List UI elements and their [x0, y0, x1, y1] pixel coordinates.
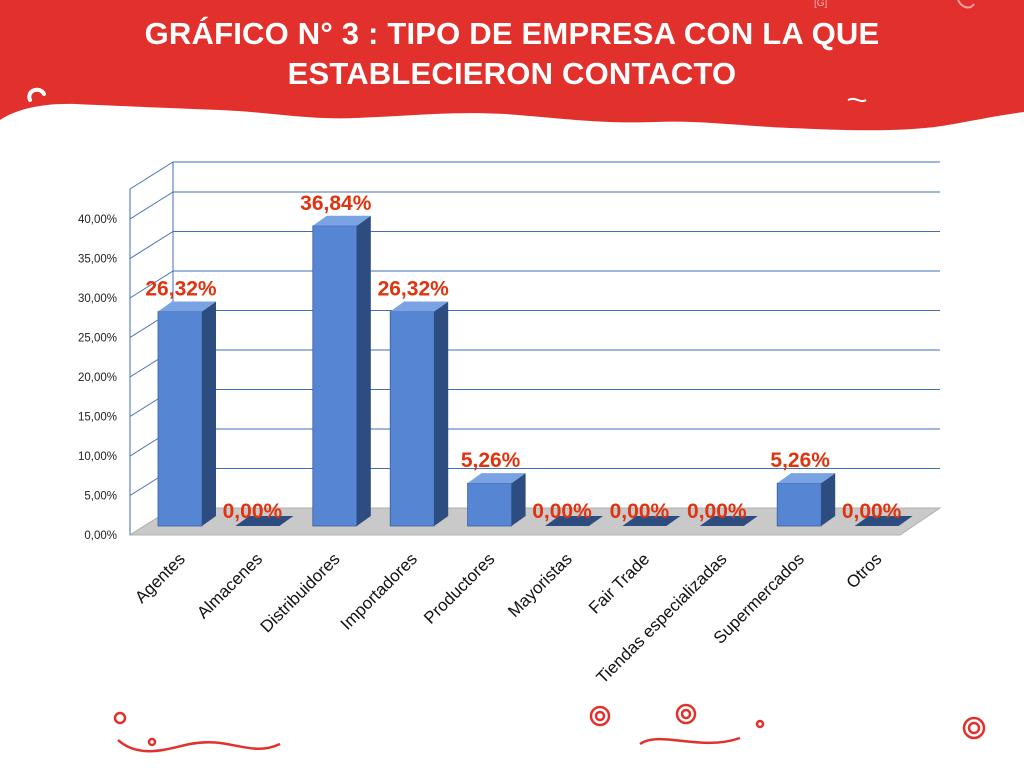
data-label: 0,00% [687, 500, 747, 523]
data-label: 5,26% [770, 449, 830, 472]
bar-front [312, 225, 358, 527]
slide-title-line-2: ESTABLECIERON CONTACTO [287, 56, 737, 91]
swirl-icon [680, 708, 692, 720]
y-tick-label: 15,00% [78, 412, 117, 424]
bar [312, 215, 371, 527]
gridline-diagonal [129, 231, 174, 259]
y-tick-label: 25,00% [78, 333, 117, 345]
x-tick-label: Otros [843, 549, 886, 592]
data-label: 26,32% [145, 277, 217, 300]
bar [545, 516, 603, 526]
bar [389, 301, 449, 527]
bar-front [776, 482, 822, 527]
swirl-icon [147, 737, 157, 747]
bar-zero [854, 516, 913, 526]
banner-dot-icon [61, 107, 71, 117]
data-label: 26,32% [378, 277, 450, 300]
bar [622, 516, 681, 526]
data-label: 0,00% [532, 500, 592, 523]
bar-front [389, 311, 435, 527]
x-tick-label: Productores [420, 549, 498, 627]
bar-side [511, 473, 526, 526]
bar-side [821, 473, 836, 526]
gridline-diagonal [129, 161, 174, 190]
bottom-wave-icon [639, 736, 741, 746]
data-label: 0,00% [842, 500, 902, 523]
y-tick-label: 20,00% [78, 372, 117, 384]
y-tick-label: 35,00% [78, 254, 117, 266]
x-tick-label: Almacenes [193, 549, 266, 622]
y-tick-label: 10,00% [78, 451, 117, 463]
red-banner [0, 0, 1024, 131]
bar [467, 473, 526, 527]
y-tick-label: 30,00% [78, 293, 117, 305]
banner-swirl-icon [27, 87, 46, 102]
bar-side [202, 301, 216, 526]
y-axis-ticks: 0,00% 5,00% 10,00% 15,00% 20,00% 25,00% 30,00%… [78, 214, 117, 542]
y-tick-label: 0,00% [84, 530, 117, 542]
bar-zero [622, 516, 681, 526]
bar-zero [235, 516, 294, 526]
swirl-icon [962, 716, 986, 740]
bar-zero [545, 516, 603, 526]
data-label: 36,84% [300, 192, 372, 215]
swirl-icon [594, 710, 606, 722]
x-tick-label: Fair Trade [585, 549, 653, 617]
bars [157, 215, 913, 527]
data-label: 0,00% [223, 500, 283, 523]
bar [776, 473, 836, 527]
x-tick-label: Distribuidores [257, 549, 344, 636]
swirl-icon [113, 711, 127, 725]
corner-mark: [G] [814, 0, 828, 9]
corner-swirl-icon [957, 0, 975, 9]
swirl-icon [967, 721, 981, 735]
swirl-icon [675, 703, 697, 725]
x-tick-label: Agentes [131, 549, 189, 607]
gridline-diagonal [129, 270, 174, 299]
x-tick-label: Importadores [337, 549, 421, 633]
x-tick-label: Mayoristas [504, 549, 576, 621]
bar-side [356, 215, 371, 526]
bar [157, 301, 216, 527]
bar [235, 516, 294, 526]
bar-top [158, 301, 216, 312]
bar-zero [699, 516, 758, 526]
bar [699, 516, 758, 526]
y-tick-label: 40,00% [78, 214, 117, 226]
gridline-diagonal [129, 191, 174, 220]
y-tick-label: 5,00% [84, 491, 117, 503]
banner-swirl-icon [847, 97, 867, 103]
slide-title-line-1: GRÁFICO N° 3 : TIPO DE EMPRESA CON LA QU… [144, 16, 880, 51]
x-tick-label: Tiendas especializadas [593, 549, 731, 687]
swirl-icon [589, 705, 611, 727]
swirl-icon [755, 719, 765, 729]
bar-top [777, 473, 836, 484]
bar-top [312, 215, 371, 226]
bottom-wave-icon [117, 739, 281, 753]
data-label: 5,26% [461, 449, 521, 472]
bar [854, 516, 913, 526]
bar-top [467, 473, 526, 484]
data-label: 0,00% [610, 500, 670, 523]
bar-side [434, 301, 449, 526]
bar-front [467, 482, 513, 527]
bar-front [157, 311, 203, 527]
slide-title: GRÁFICO N° 3 : TIPO DE EMPRESA CON LA QU… [0, 14, 1024, 94]
bar-top [390, 301, 449, 312]
